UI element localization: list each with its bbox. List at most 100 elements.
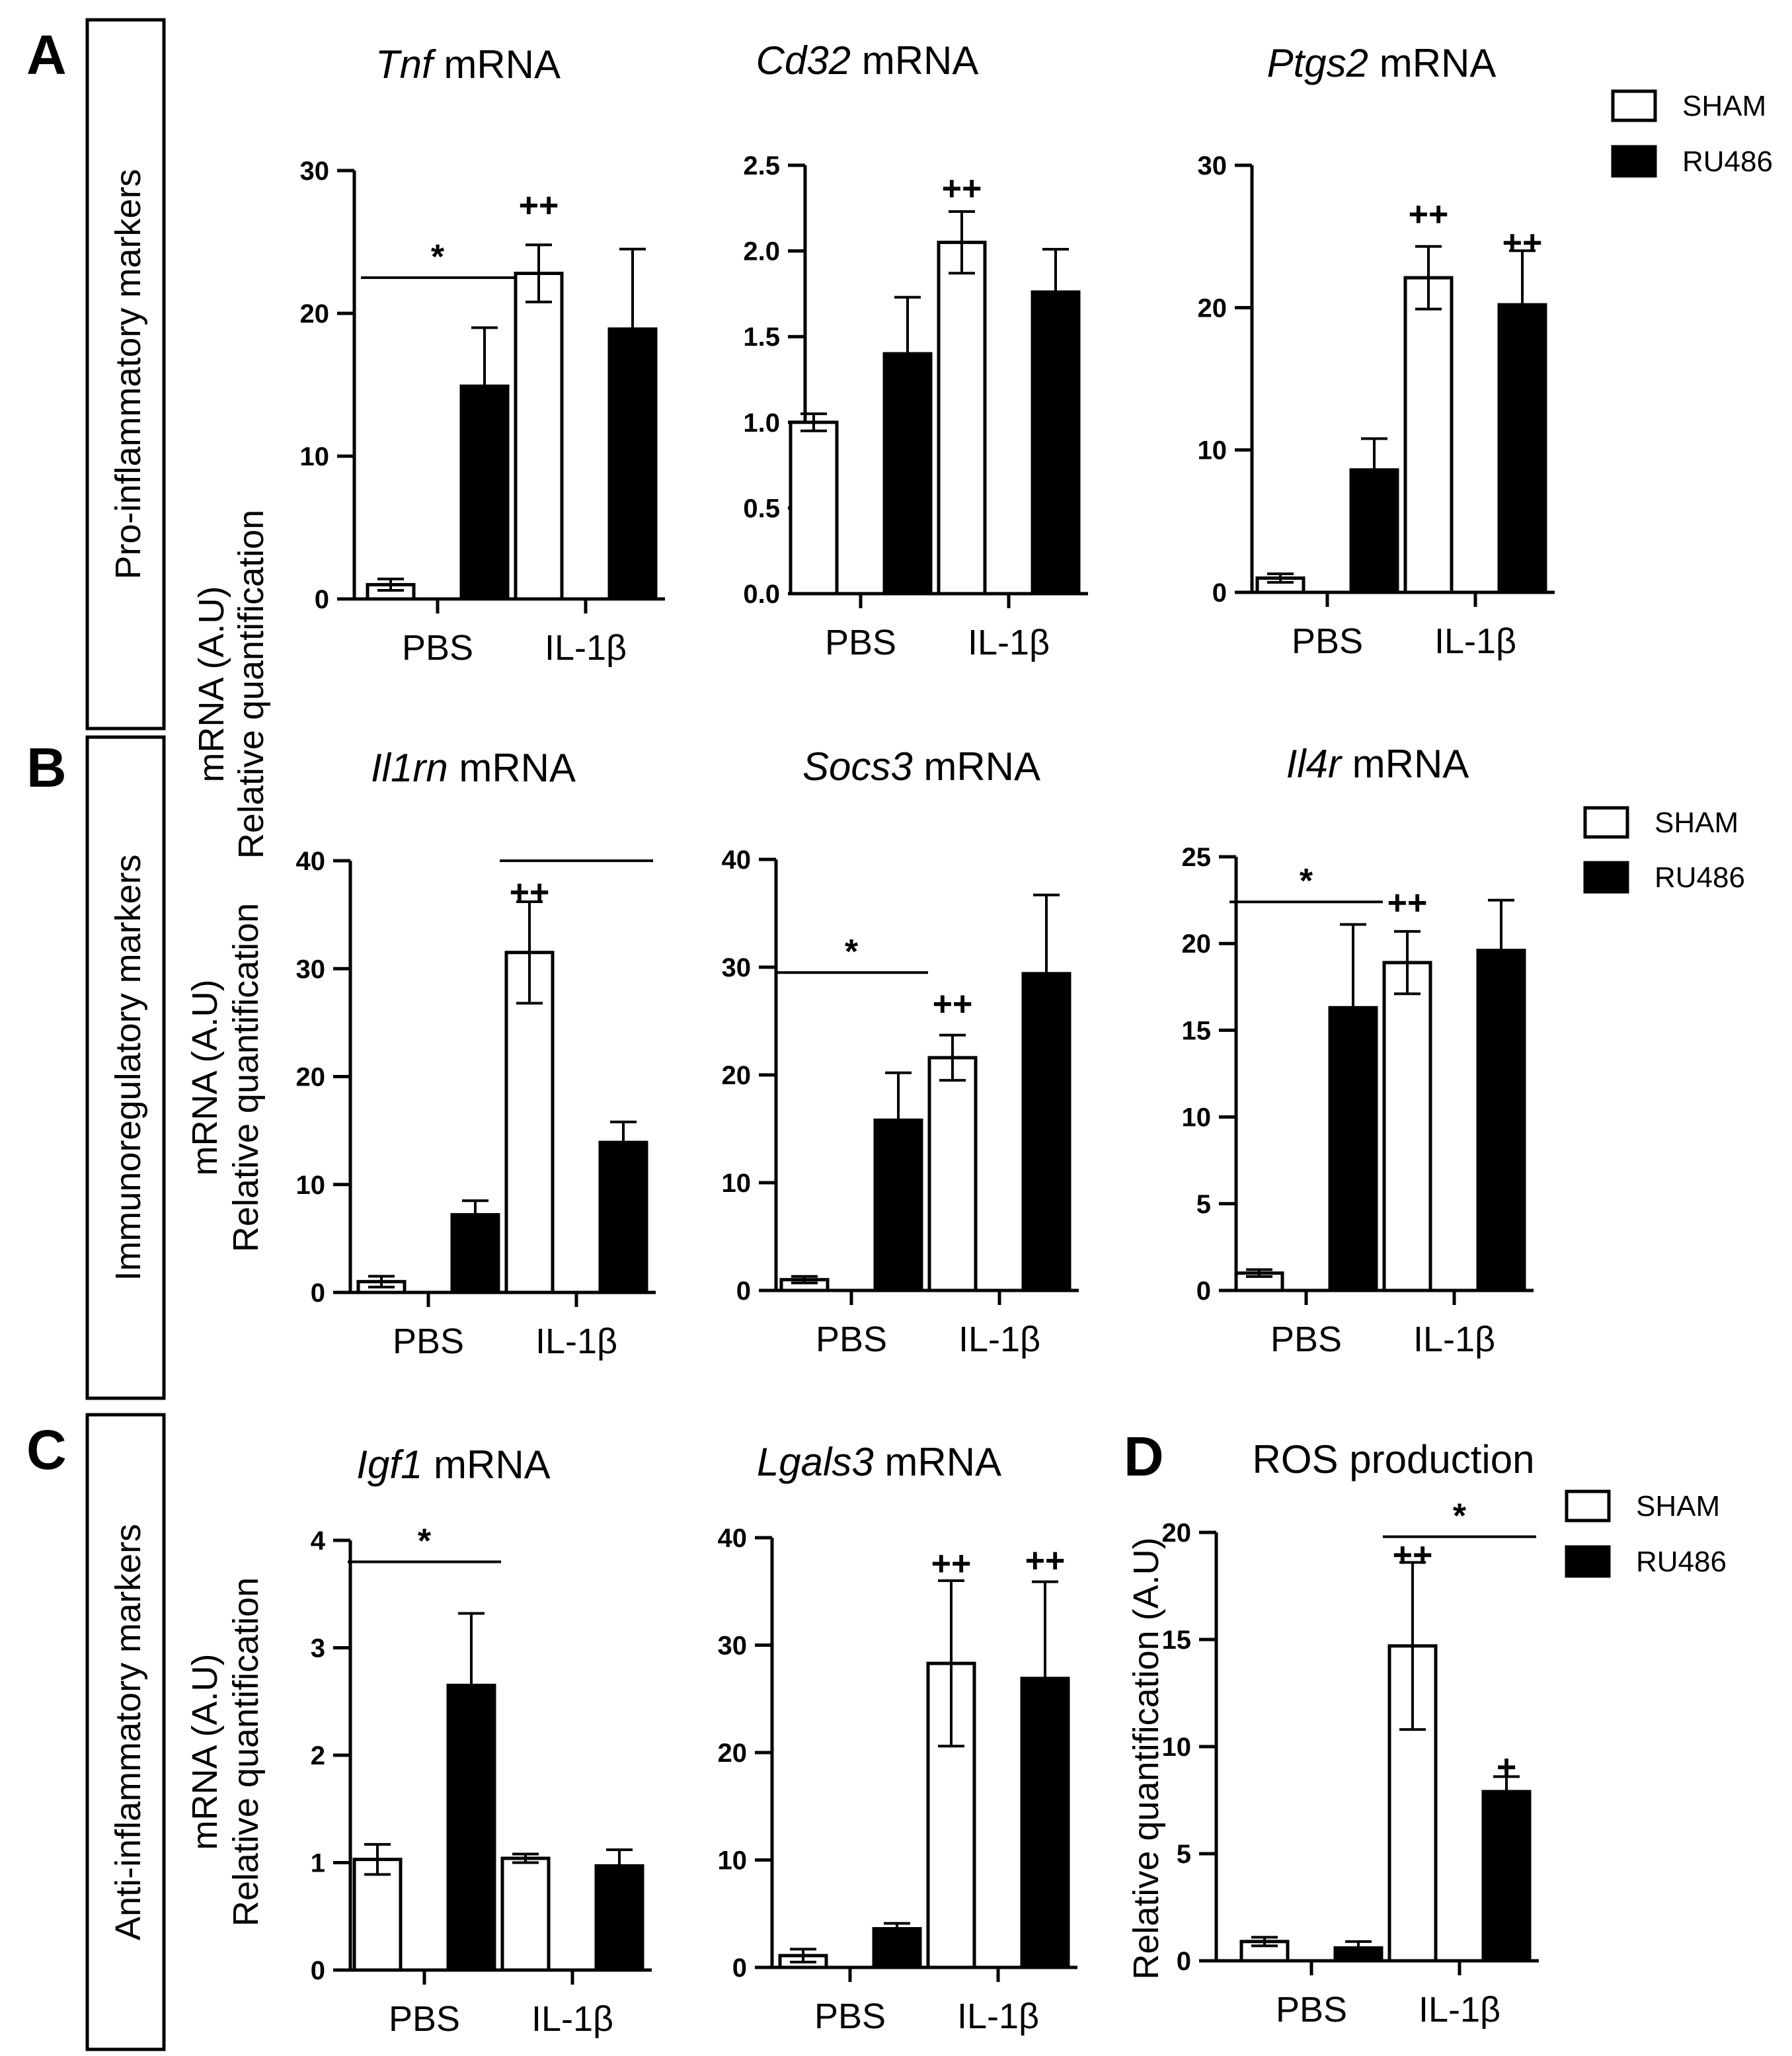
chart-cd32: Cd32 mRNA 0.0 0.5 1.0 1.5 2.0 2.5 PBS IL-1β ++: [743, 38, 1088, 662]
chart-title-ptgs2: Ptgs2 mRNA: [1267, 41, 1497, 85]
chart-title-socs3: Socs3 mRNA: [802, 744, 1040, 789]
y-tick-label-cd32-0: 0.0: [743, 580, 780, 609]
y-tick-label-tnf-2: 20: [300, 299, 330, 329]
bar-il1rn-ru486-1: [598, 1140, 648, 1294]
significance-mark-cd32-0: ++: [942, 169, 982, 208]
chart-title-suffix-lgals3: mRNA: [874, 1440, 1001, 1484]
y-tick-label-il1rn-4: 40: [296, 847, 326, 876]
y-axis-label-il1rn-0: mRNA (A.U): [185, 980, 225, 1176]
x-tick-label-ros-0: PBS: [1276, 1990, 1347, 2030]
y-tick-label-ros-3: 15: [1162, 1626, 1192, 1655]
bar-socs3-sham-1: [927, 1056, 978, 1292]
significance-mark-il1rn-1: ++: [510, 873, 550, 912]
chart-title-gene-ptgs2: Ptgs2: [1267, 41, 1368, 85]
x-tick-label-lgals3-0: PBS: [814, 1997, 886, 2036]
chart-socs3: Socs3 mRNA 0 10 20 30 40 PBS IL-1β * ++: [722, 744, 1079, 1359]
y-tick-label-il4r-5: 25: [1182, 843, 1212, 872]
y-tick-label-ptgs2-2: 20: [1198, 294, 1227, 323]
x-tick-label-il1rn-1: IL-1β: [535, 1322, 617, 1361]
bar-cd32-sham-1: [937, 241, 987, 596]
y-tick-label-tnf-3: 30: [300, 157, 330, 186]
y-tick-label-lgals3-4: 40: [718, 1524, 748, 1553]
significance-mark-ros-2: +: [1497, 1748, 1516, 1786]
chart-tnf: Tnf mRNA mRNA (A.U) Relative quantificatio…: [192, 42, 665, 859]
chart-title-lgals3: Lgals3 mRNA: [757, 1440, 1001, 1484]
y-tick-label-socs3-4: 40: [722, 846, 752, 875]
x-tick-label-cd32-1: IL-1β: [968, 623, 1050, 662]
legend-d-ru486-label: RU486: [1636, 1546, 1727, 1578]
y-tick-label-socs3-2: 20: [722, 1061, 752, 1090]
chart-title-gene-lgals3: Lgals3: [757, 1440, 874, 1484]
chart-title-suffix-ptgs2: mRNA: [1368, 41, 1496, 85]
chart-title-gene-igf1: Igf1: [356, 1443, 422, 1487]
legend-d-ru486-swatch: [1565, 1545, 1611, 1578]
y-tick-label-ros-4: 20: [1162, 1519, 1192, 1548]
legend-b-sham-swatch: [1583, 806, 1629, 839]
significance-mark-socs3-1: ++: [933, 985, 973, 1023]
y-tick-label-igf1-0: 0: [311, 1956, 325, 1985]
x-tick-label-cd32-0: PBS: [825, 623, 896, 662]
legend-a-sham-swatch: [1611, 89, 1657, 122]
y-axis-label-tnf-1: Relative quantification: [231, 510, 271, 859]
x-tick-label-ros-1: IL-1β: [1419, 1990, 1500, 2030]
legend-d-sham-label: SHAM: [1636, 1490, 1720, 1522]
chart-title-suffix-ros: ROS production: [1253, 1437, 1535, 1482]
x-tick-label-tnf-1: IL-1β: [545, 628, 627, 668]
y-tick-label-lgals3-1: 10: [718, 1846, 748, 1876]
x-tick-label-il4r-0: PBS: [1270, 1320, 1342, 1359]
y-tick-label-ros-2: 10: [1162, 1733, 1192, 1762]
x-tick-label-socs3-0: PBS: [816, 1320, 887, 1359]
y-tick-label-ros-1: 5: [1177, 1840, 1191, 1869]
significance-star-socs3-0: *: [845, 933, 859, 971]
y-axis-label-tnf-0: mRNA (A.U): [192, 586, 231, 783]
chart-title-gene-il1rn: Il1rn: [371, 746, 448, 790]
section-a-label: Pro-inflammatory markers: [108, 169, 148, 579]
y-tick-label-ptgs2-1: 10: [1198, 436, 1227, 465]
chart-title-suffix-igf1: mRNA: [422, 1443, 550, 1487]
panel-d-letter: D: [1124, 1425, 1164, 1487]
x-tick-label-lgals3-1: IL-1β: [957, 1997, 1039, 2036]
bar-cd32-ru486-1: [1031, 290, 1081, 596]
chart-title-gene-cd32: Cd32: [756, 38, 851, 83]
y-tick-label-il4r-1: 5: [1196, 1190, 1211, 1219]
y-tick-label-igf1-2: 2: [311, 1741, 325, 1770]
y-axis-label-ros-0: Relative quantification (A.U): [1126, 1537, 1166, 1979]
legend-a-sham-label: SHAM: [1682, 90, 1766, 122]
x-tick-label-il1rn-0: PBS: [393, 1322, 464, 1361]
y-tick-label-il1rn-2: 20: [296, 1063, 326, 1092]
x-tick-label-tnf-0: PBS: [402, 628, 473, 668]
y-tick-label-il4r-0: 0: [1196, 1277, 1211, 1306]
chart-title-igf1: Igf1 mRNA: [356, 1443, 550, 1487]
x-tick-label-igf1-1: IL-1β: [531, 1999, 613, 2039]
y-axis-label-il1rn-1: Relative quantification: [226, 903, 266, 1252]
chart-title-suffix-il4r: mRNA: [1341, 742, 1469, 786]
chart-title-suffix-tnf: mRNA: [433, 42, 561, 87]
section-c-label: Anti-inflammatory markers: [108, 1524, 148, 1940]
significance-mark-ros-1: ++: [1393, 1536, 1433, 1575]
chart-title-suffix-cd32: mRNA: [851, 38, 978, 83]
significance-star-ros-0: *: [1453, 1497, 1467, 1535]
chart-title-suffix-socs3: mRNA: [913, 744, 1040, 789]
y-tick-label-socs3-0: 0: [736, 1277, 751, 1306]
bar-il4r-ru486-1: [1476, 949, 1526, 1292]
section-b-letter: B: [26, 736, 67, 799]
section-a-letter: A: [26, 24, 67, 86]
legend-a: SHAM RU486: [1611, 89, 1773, 178]
y-tick-label-il1rn-3: 30: [296, 955, 326, 984]
significance-mark-lgals3-0: ++: [931, 1545, 972, 1583]
chart-il1rn: Il1rn mRNA mRNA (A.U) Relative quantificat…: [185, 746, 656, 1361]
chart-igf1: Igf1 mRNA mRNA (A.U) Relative quantificati…: [185, 1443, 652, 2039]
significance-mark-lgals3-1: ++: [1025, 1542, 1066, 1580]
bar-ptgs2-sham-1: [1403, 276, 1454, 594]
y-tick-label-il1rn-1: 10: [296, 1171, 326, 1200]
chart-title-gene-il4r: Il4r: [1286, 742, 1343, 786]
legend-b-sham-label: SHAM: [1655, 807, 1738, 839]
x-tick-label-il4r-1: IL-1β: [1413, 1320, 1495, 1359]
section-c-frame: [85, 1413, 166, 2051]
section-c-letter: C: [26, 1419, 67, 1481]
legend-a-ru486-label: RU486: [1682, 145, 1773, 178]
chart-ptgs2: Ptgs2 mRNA 0 10 20 30 PBS IL-1β ++ ++: [1198, 41, 1555, 661]
legend-d: SHAM RU486: [1565, 1489, 1727, 1578]
y-tick-label-igf1-1: 1: [311, 1849, 325, 1878]
